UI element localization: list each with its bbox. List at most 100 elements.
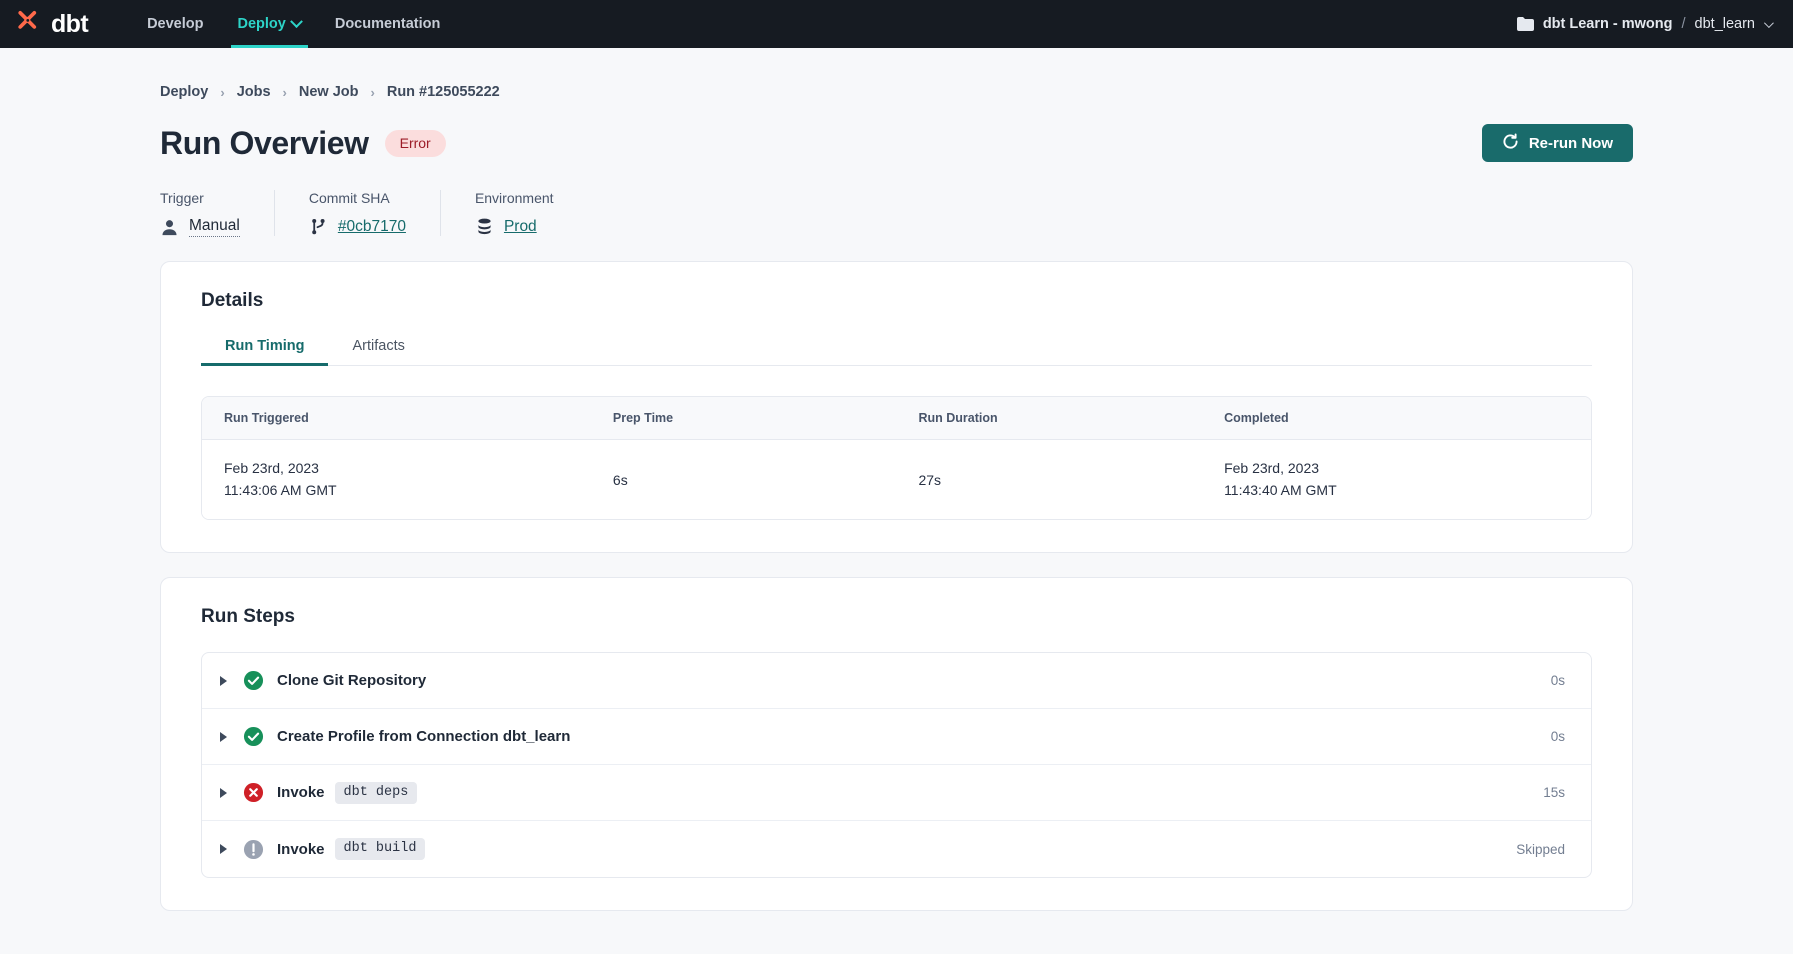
details-card: Details Run Timing Artifacts Run Trigger… [160,261,1633,554]
run-step-clone-git-repository[interactable]: Clone Git Repository 0s [202,653,1591,710]
check-circle-icon [243,726,277,747]
run-timing-table: Run Triggered Prep Time Run Duration Com… [201,396,1592,521]
run-meta-row: Trigger Manual Commit SHA [160,190,1633,237]
nav-separator: / [1681,16,1686,32]
run-steps-card: Run Steps Clone Git Repository 0s Create [160,577,1633,912]
run-step-duration: 0s [1550,673,1565,689]
column-run-duration: Run Duration [896,397,1203,440]
check-circle-icon [243,670,277,691]
run-step-label: Invoke dbt build [277,838,426,861]
rerun-now-button[interactable]: Re-run Now [1481,124,1633,162]
meta-commit-sha-label: Commit SHA [308,190,390,206]
run-timing-table-head: Run Triggered Prep Time Run Duration Com… [202,397,1591,440]
run-step-label: Clone Git Repository [277,672,426,689]
run-steps-title: Run Steps [201,606,295,628]
folder-icon [1516,17,1534,31]
breadcrumb-item-deploy[interactable]: Deploy [160,84,209,100]
run-steps-list: Clone Git Repository 0s Create Profile f… [201,652,1592,879]
column-completed: Completed [1202,397,1591,440]
meta-trigger-label: Trigger [160,190,204,206]
expand-triangle-icon[interactable] [220,844,227,855]
breadcrumb-separator: › [370,84,375,100]
breadcrumb-item-jobs[interactable]: Jobs [236,84,271,100]
error-circle-icon [243,782,277,803]
tab-run-timing[interactable]: Run Timing [201,338,329,366]
expand-triangle-icon[interactable] [220,675,227,686]
table-header-row: Run Triggered Prep Time Run Duration Com… [202,397,1591,440]
page-content: Deploy › Jobs › New Job › Run #125055222… [0,48,1793,912]
run-step-title: Create Profile from Connection dbt_learn [277,728,571,746]
account-project-switcher[interactable]: dbt Learn - mwong / dbt_learn [1516,16,1774,32]
run-triggered-date: Feb 23rd, 2023 [224,460,319,476]
breadcrumb-separator: › [220,84,225,100]
meta-trigger-value: Manual [189,217,240,237]
meta-environment-value[interactable]: Prod [503,217,537,235]
cell-prep-time: 6s [590,440,897,520]
run-step-label: Invoke dbt deps [277,781,418,804]
expand-triangle-icon[interactable] [220,731,227,742]
primary-nav: Develop Deploy Documentation [130,0,457,48]
meta-environment-label: Environment [474,190,554,206]
meta-commit-sha-value-wrap: #0cb7170 [309,217,406,236]
meta-trigger-value-wrap: Manual [160,217,240,237]
run-step-create-profile[interactable]: Create Profile from Connection dbt_learn… [202,709,1591,766]
run-step-label: Create Profile from Connection dbt_learn [277,728,570,745]
meta-trigger: Trigger Manual [160,190,274,237]
user-icon [160,218,179,237]
tab-artifacts[interactable]: Artifacts [328,338,428,365]
nav-link-documentation[interactable]: Documentation [318,0,458,48]
breadcrumb-item-run: Run #125055222 [386,84,500,100]
cell-run-triggered: Feb 23rd, 2023 11:43:06 AM GMT [202,440,591,520]
nav-link-deploy[interactable]: Deploy [221,0,318,48]
chevron-down-icon [289,14,303,28]
column-prep-time: Prep Time [590,397,897,440]
cell-run-duration: 27s [896,440,1203,520]
run-step-title: Invoke [277,784,325,802]
page-header: Run Overview Error Re-run Now [160,124,1633,162]
run-timing-table-body: Feb 23rd, 2023 11:43:06 AM GMT 6s 27s Fe… [202,440,1591,520]
run-step-duration: 15s [1543,785,1565,801]
breadcrumb-item-new-job[interactable]: New Job [298,84,359,100]
column-run-triggered: Run Triggered [202,397,591,440]
breadcrumb: Deploy › Jobs › New Job › Run #125055222 [160,48,1633,100]
run-step-command: dbt deps [334,781,418,804]
rerun-now-label: Re-run Now [1528,134,1613,152]
cell-completed: Feb 23rd, 2023 11:43:40 AM GMT [1202,440,1591,520]
run-step-duration: 0s [1550,729,1565,745]
completed-time: 11:43:40 AM GMT [1224,481,1337,498]
breadcrumb-separator: › [282,84,287,100]
meta-commit-sha-value[interactable]: #0cb7170 [337,217,406,235]
run-step-invoke-dbt-deps[interactable]: Invoke dbt deps 15s [202,765,1591,822]
table-row: Feb 23rd, 2023 11:43:06 AM GMT 6s 27s Fe… [202,440,1591,520]
tab-artifacts-label: Artifacts [352,338,405,354]
top-navbar: dbt Develop Deploy Documentation dbt Lea… [0,0,1793,48]
nav-link-develop-label: Develop [147,16,204,32]
dbt-logo-icon [14,9,44,39]
tab-run-timing-label: Run Timing [225,338,305,354]
chevron-down-icon [1763,17,1774,28]
run-step-command: dbt build [334,838,426,861]
details-title: Details [201,290,264,311]
nav-link-documentation-label: Documentation [334,16,441,32]
run-triggered-time: 11:43:06 AM GMT [224,481,337,498]
run-step-invoke-dbt-build[interactable]: Invoke dbt build Skipped [202,821,1591,877]
warning-circle-icon [243,839,277,860]
dbt-logo[interactable]: dbt [14,9,89,39]
meta-environment: Environment Prod [439,190,588,236]
details-tabs: Run Timing Artifacts [201,338,1592,366]
expand-triangle-icon[interactable] [220,787,227,798]
project-name: dbt_learn [1694,16,1755,32]
run-step-duration: Skipped [1516,841,1565,857]
account-name: dbt Learn - mwong [1542,16,1673,32]
meta-environment-value-wrap: Prod [475,217,554,236]
refresh-icon [1502,132,1519,154]
dbt-logo-text: dbt [51,9,89,38]
meta-commit-sha: Commit SHA #0cb7170 [273,190,440,236]
page-title: Run Overview [160,124,369,161]
database-icon [475,217,494,236]
nav-link-develop[interactable]: Develop [130,0,220,48]
completed-date: Feb 23rd, 2023 [1224,460,1320,476]
run-step-title: Invoke [277,840,325,858]
status-badge: Error [384,129,446,157]
git-branch-icon [309,217,328,236]
